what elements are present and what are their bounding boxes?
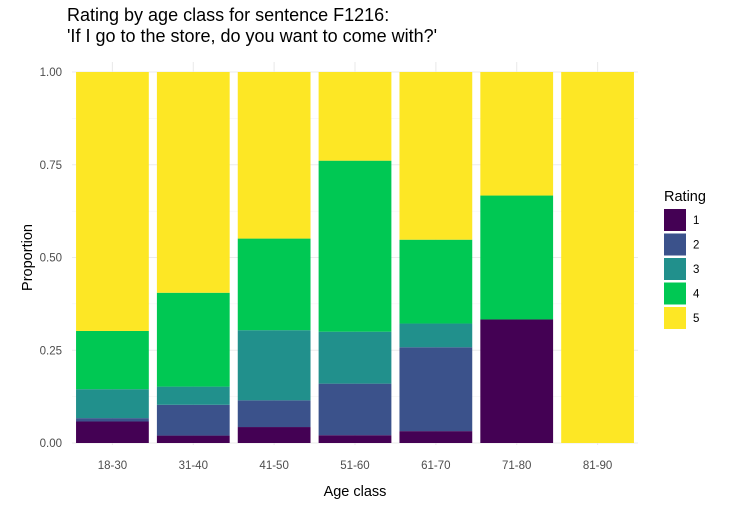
legend-swatch xyxy=(664,209,686,231)
legend-label: 5 xyxy=(693,313,699,325)
chart-title-line-2: 'If I go to the store, do you want to co… xyxy=(67,26,438,46)
bar-segment xyxy=(399,431,473,443)
legend-label: 1 xyxy=(693,215,699,227)
y-axis-title: Proportion xyxy=(20,224,36,291)
bar-segment xyxy=(76,389,149,419)
bar-segment xyxy=(76,72,149,331)
x-tick-label: 61-70 xyxy=(421,460,450,472)
x-tick-label: 51-60 xyxy=(340,460,369,472)
legend-swatch xyxy=(664,233,686,256)
bar-segment xyxy=(399,347,473,432)
bar-segment xyxy=(318,160,392,332)
bar-segment xyxy=(156,72,230,293)
y-tick-label: 1.00 xyxy=(40,67,62,79)
bar-segment xyxy=(399,239,473,324)
legend-label: 3 xyxy=(693,264,699,276)
legend-title: Rating xyxy=(664,189,706,205)
y-tick-label: 0.75 xyxy=(40,160,62,172)
bar-segment xyxy=(318,435,392,443)
bar-segment xyxy=(399,72,473,240)
y-tick-label: 0.50 xyxy=(40,253,62,265)
legend-label: 4 xyxy=(693,289,700,301)
bar-segment xyxy=(237,238,311,331)
bar-segment xyxy=(76,418,149,422)
x-tick-label: 81-90 xyxy=(583,460,612,472)
bar-segment xyxy=(76,330,149,390)
legend-swatch xyxy=(664,282,686,305)
legend-label: 2 xyxy=(693,240,699,252)
x-tick-label: 41-50 xyxy=(259,460,288,472)
x-tick-label: 71-80 xyxy=(502,460,531,472)
bar-segment xyxy=(318,331,392,384)
bar-segment xyxy=(237,400,311,428)
y-tick-label: 0.00 xyxy=(40,438,62,450)
bar-segment xyxy=(237,330,311,401)
bar-segment xyxy=(156,386,230,405)
legend-swatch xyxy=(664,307,686,329)
bar-segment xyxy=(480,319,554,443)
bar-segment xyxy=(480,72,554,196)
chart-title-line-1: Rating by age class for sentence F1216: xyxy=(67,5,390,25)
bar-segment xyxy=(156,435,230,443)
bar-segment xyxy=(76,421,149,443)
bar-segment xyxy=(156,292,230,387)
x-axis-title: Age class xyxy=(324,484,387,500)
x-tick-label: 31-40 xyxy=(179,460,208,472)
bar-segment xyxy=(318,383,392,436)
legend-swatch xyxy=(664,258,686,280)
x-tick-label: 18-30 xyxy=(98,460,127,472)
bar-segment xyxy=(237,427,311,443)
bar-segment xyxy=(399,323,473,348)
bar-segment xyxy=(318,72,392,161)
y-tick-label: 0.25 xyxy=(40,345,62,357)
bar-segment xyxy=(156,404,230,436)
bar-segment xyxy=(561,72,634,443)
bar-segment xyxy=(480,195,554,320)
bar-segment xyxy=(237,72,311,239)
